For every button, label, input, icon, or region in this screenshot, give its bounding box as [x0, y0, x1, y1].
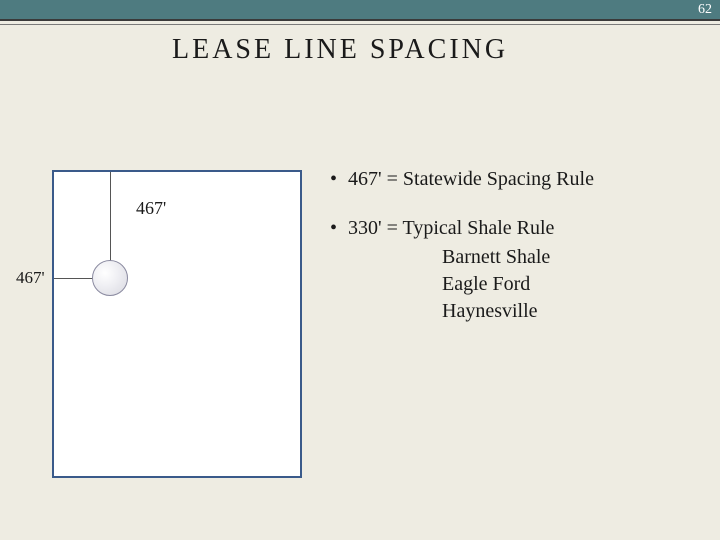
sub-item: Eagle Ford: [442, 271, 704, 298]
bullet-dot-icon: •: [330, 215, 348, 242]
page-number: 62: [698, 0, 712, 19]
bullet-dot-icon: •: [330, 166, 348, 193]
spacing-label-top: 467': [136, 198, 166, 219]
bullet-list: • 467' = Statewide Spacing Rule • 330' =…: [330, 166, 704, 325]
bullet-item: • 467' = Statewide Spacing Rule: [330, 166, 704, 193]
spacing-label-left: 467': [16, 268, 45, 288]
bullet-text: 467' = Statewide Spacing Rule: [348, 166, 704, 193]
header-bar: 62: [0, 0, 720, 26]
lease-boundary-box: [52, 170, 302, 478]
slide-title: LEASE LINE SPACING: [172, 34, 508, 66]
sub-item: Haynesville: [442, 298, 704, 325]
header-top-stripe: [0, 0, 720, 19]
vertical-spacing-line: [110, 172, 111, 261]
horizontal-spacing-line: [54, 278, 93, 279]
lease-diagram: 467' 467': [34, 170, 304, 480]
header-rule-thin: [0, 24, 720, 25]
sub-item: Barnett Shale: [442, 244, 704, 271]
bullet-text: 330' = Typical Shale Rule: [348, 215, 704, 242]
bullet-sublist: Barnett Shale Eagle Ford Haynesville: [442, 244, 704, 325]
well-circle-icon: [92, 260, 128, 296]
bullet-item: • 330' = Typical Shale Rule: [330, 215, 704, 242]
